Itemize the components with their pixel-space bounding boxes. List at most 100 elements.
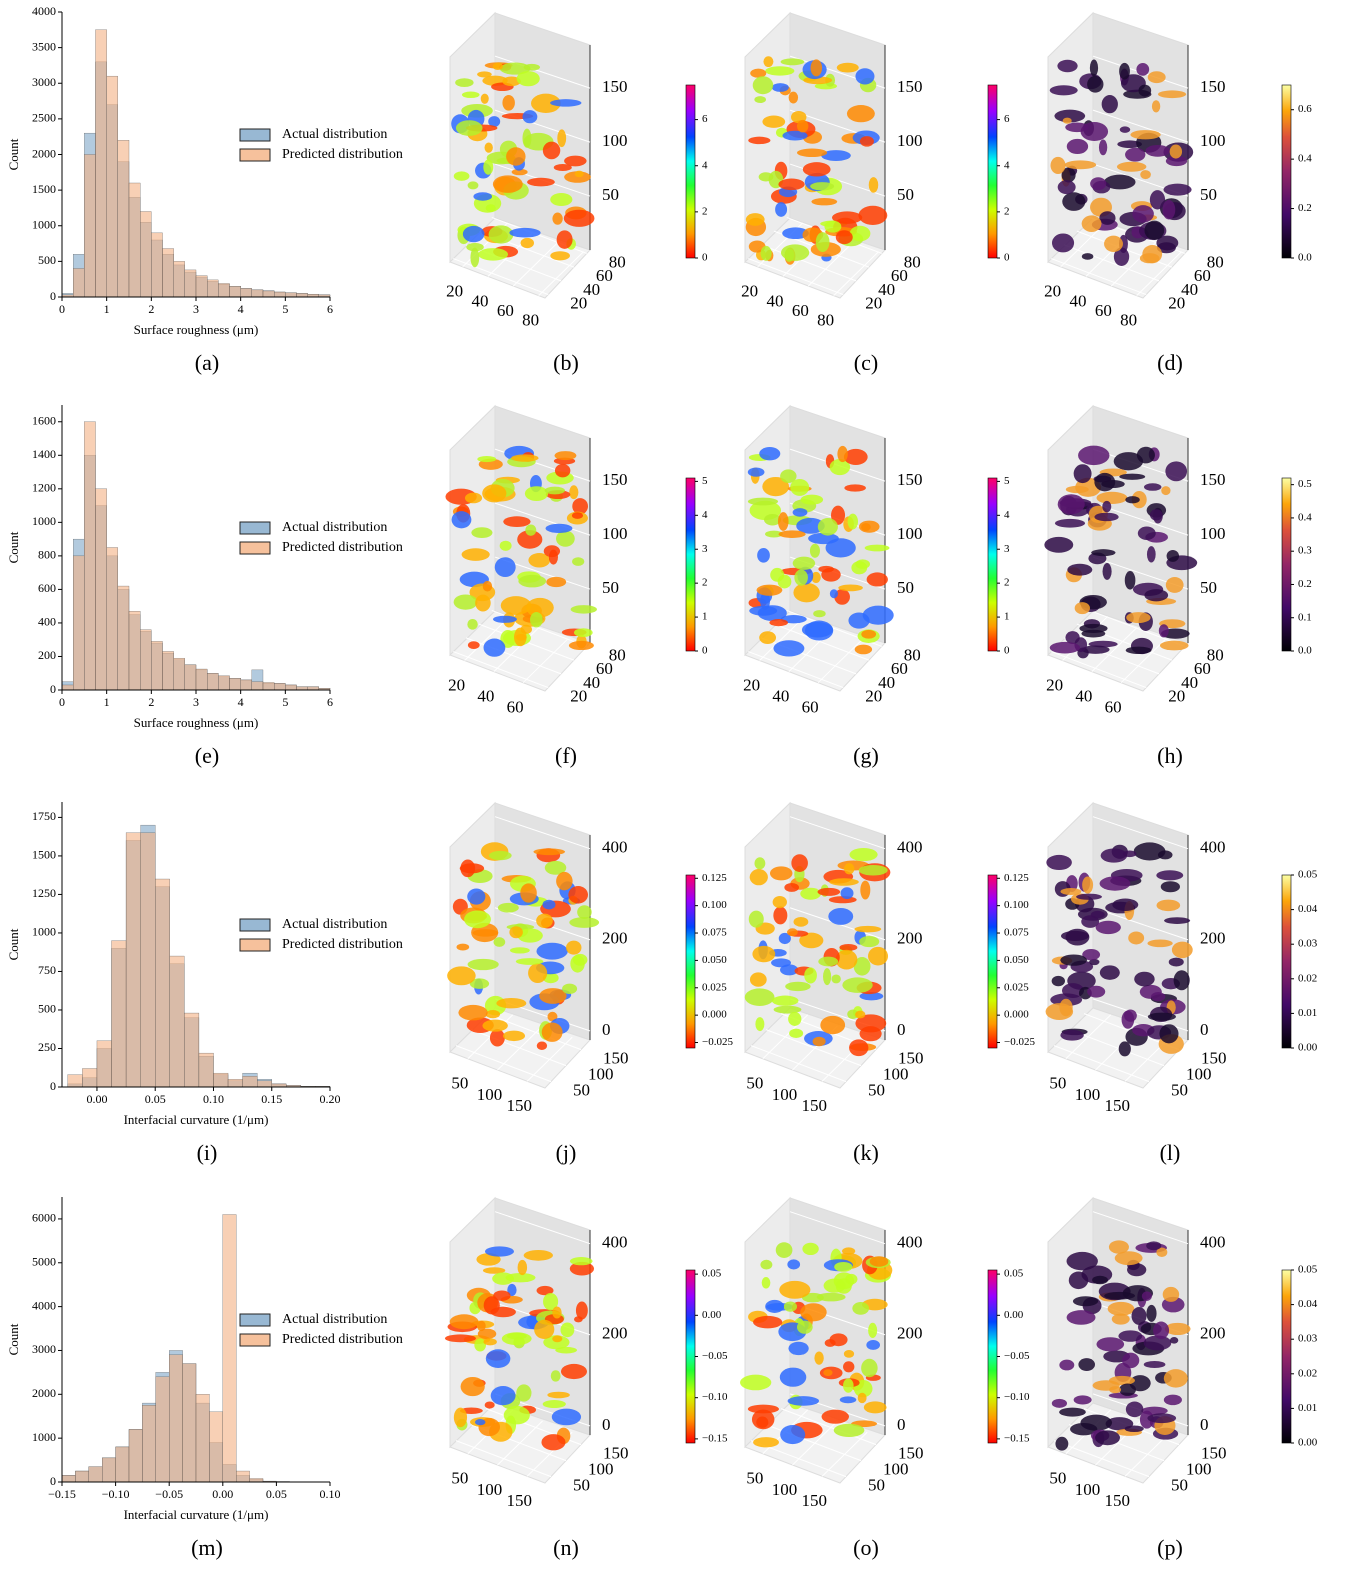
z-tick-label: 400: [897, 1233, 923, 1252]
surface-blob: [771, 83, 789, 92]
surface-blob: [536, 1041, 548, 1050]
surface-blob: [861, 629, 877, 639]
surface-blob: [793, 582, 820, 603]
hist-bar: [240, 679, 252, 691]
hist-bar: [195, 275, 208, 298]
surface-blob: [1051, 975, 1066, 987]
legend-swatch: [239, 1313, 271, 1327]
surface-blob: [749, 605, 778, 616]
surface-blob: [572, 557, 585, 566]
surface-blob: [462, 225, 485, 243]
panel-caption: (h): [1157, 743, 1183, 768]
grid-line: [453, 651, 549, 689]
surface-blob: [545, 523, 573, 533]
surface-blob: [780, 964, 799, 976]
colorbar-tick-label: 0.01: [1298, 1402, 1317, 1414]
surface-blob: [750, 68, 767, 78]
colorbar-tick-label: 0.05: [1298, 1264, 1318, 1276]
z-tick-label: 400: [1200, 1233, 1226, 1252]
colorbar-tick-label: 0.4: [1298, 153, 1312, 165]
surface-blob: [560, 1322, 575, 1338]
surface-blob: [1150, 992, 1166, 1002]
surface-blob: [790, 478, 810, 496]
hist-bar: [274, 683, 286, 691]
surface-blob: [1130, 130, 1161, 140]
x-tick-label: 0.20: [320, 1092, 341, 1106]
y-tick-label: 50: [1171, 1476, 1188, 1495]
grid-line: [765, 1029, 862, 1067]
surface-blob: [456, 943, 470, 951]
hist-bar: [227, 1079, 243, 1088]
surface-blob: [1118, 1330, 1143, 1342]
surface-blob: [1119, 126, 1131, 133]
x-tick-label: 40: [772, 687, 789, 706]
surface-blob: [474, 1419, 486, 1426]
y-tick-label: 40: [583, 673, 600, 692]
y-tick-label: 5000: [32, 1255, 56, 1269]
x-tick-label: 4: [238, 302, 244, 316]
surface-blob: [846, 105, 875, 123]
surface-blob: [782, 227, 809, 240]
hist-bar: [240, 288, 252, 298]
surface-blob: [1163, 183, 1192, 196]
surface-blob: [1131, 1307, 1147, 1325]
hist-bar: [207, 279, 219, 298]
grid-line: [522, 638, 569, 684]
surface-blob: [839, 943, 858, 951]
surface-blob: [800, 494, 824, 505]
y-tick-label: 80: [1207, 645, 1224, 664]
hist-bar: [162, 651, 174, 691]
panel-caption: (i): [197, 1140, 218, 1165]
y-tick-label: 150: [603, 1444, 629, 1463]
surface-blob: [1095, 1430, 1120, 1446]
colorbar-tick-label: 0.2: [1298, 578, 1312, 590]
panel-caption: (p): [1157, 1535, 1183, 1560]
x-tick-label: 0.00: [86, 1092, 107, 1106]
surface-blob: [1067, 563, 1093, 576]
surface-blob: [1156, 899, 1181, 912]
surface-blob: [1125, 496, 1140, 504]
surface-blob: [1081, 215, 1102, 232]
surface-blob: [1119, 62, 1130, 80]
surface-blob: [761, 1277, 771, 1289]
surface-blob: [1081, 915, 1100, 928]
surface-blob: [1060, 954, 1087, 966]
surface-blob: [752, 945, 776, 963]
surface-blob: [759, 447, 781, 461]
colorbar-tick-label: 4: [702, 159, 708, 171]
legend-swatch: [239, 541, 271, 555]
colorbar-tick-label: 0: [1004, 645, 1010, 657]
x-tick-label: 40: [1075, 687, 1092, 706]
y-tick-label: 20: [865, 686, 882, 705]
hist-bar: [209, 1411, 223, 1483]
colorbar-tick-label: −0.15: [702, 1432, 728, 1444]
surface-blob: [503, 1405, 530, 1425]
surface-blob: [1140, 170, 1151, 180]
surface-blob: [813, 610, 826, 618]
surface-blob: [1166, 549, 1180, 562]
colorbar-tick-label: −0.10: [702, 1391, 728, 1403]
surface-blob: [773, 906, 788, 925]
x-tick-label: 3: [193, 695, 199, 709]
x-tick-label: 0.05: [266, 1487, 287, 1501]
surface-blob: [820, 1015, 846, 1035]
surface-blob: [548, 549, 558, 565]
colorbar: [987, 874, 998, 1049]
surface-blob: [1108, 1240, 1129, 1254]
surface-blob: [759, 631, 777, 645]
surface-blob: [1104, 1291, 1136, 1300]
surface-blob: [464, 492, 483, 504]
legend-swatch: [239, 128, 271, 142]
surface-blob: [542, 1400, 566, 1409]
surface-blob: [821, 1409, 849, 1424]
surface-blob: [825, 538, 856, 558]
surface-blob: [760, 592, 770, 610]
x-tick-label: 0.00: [212, 1487, 233, 1501]
hist-bar: [249, 1478, 264, 1483]
colorbar: [1281, 1269, 1292, 1444]
surface-blob: [854, 644, 873, 655]
surface-blob: [573, 628, 593, 638]
surface-blob: [775, 202, 788, 217]
surface-blob: [757, 548, 770, 563]
legend-label: Actual distribution: [282, 917, 387, 932]
